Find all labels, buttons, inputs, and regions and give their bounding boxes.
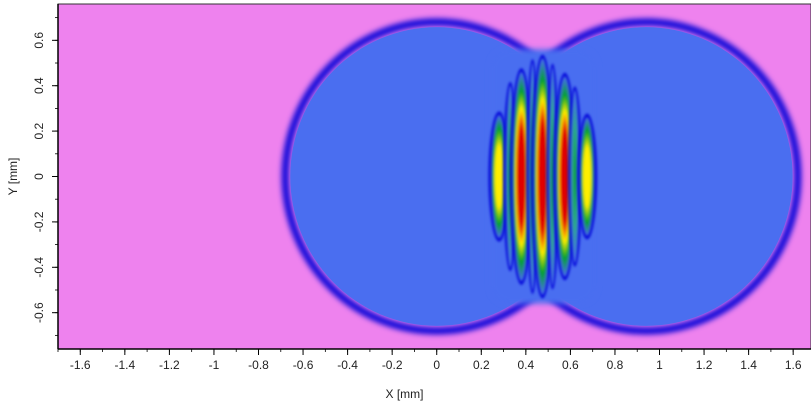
plot-area xyxy=(57,3,811,350)
x-tick-label: -1 xyxy=(209,358,220,372)
x-tick-label: -0.6 xyxy=(293,358,314,372)
y-tick-label: 0.6 xyxy=(32,32,46,49)
fringe-3 xyxy=(512,72,531,281)
y-tick-label: -0.2 xyxy=(32,211,46,232)
y-tick-label: 0.2 xyxy=(32,122,46,139)
x-tick-label: -0.2 xyxy=(382,358,403,372)
x-tick-label: 1.2 xyxy=(696,358,713,372)
y-tick-label: 0.4 xyxy=(32,77,46,94)
fringe-1 xyxy=(491,115,507,238)
y-tick-label: 0 xyxy=(32,173,46,180)
y-axis: 0.6 0.4 0.2 0 -0.2 -0.4 -0.6 xyxy=(32,4,59,349)
x-tick-label: 0 xyxy=(433,358,440,372)
x-tick-label: -0.4 xyxy=(337,358,358,372)
fringe-8 xyxy=(570,90,580,263)
x-tick-label: 0.6 xyxy=(562,358,579,372)
x-tick-label: 1.4 xyxy=(740,358,757,372)
x-tick-label: 1 xyxy=(656,358,663,372)
x-tick-label: 1.6 xyxy=(785,358,802,372)
y-tick-label: -0.4 xyxy=(32,257,46,278)
fringe-9 xyxy=(579,117,595,236)
x-tick-label: -0.8 xyxy=(248,358,269,372)
x-tick-label: -1.6 xyxy=(70,358,91,372)
x-axis-title: X [mm] xyxy=(386,387,424,401)
x-axis: -1.6 -1.4 -1.2 -1 -0.8 -0.6 -0.4 -0.2 0 0.2 0.4 0.6… xyxy=(57,348,811,372)
y-tick-label: -0.6 xyxy=(32,302,46,323)
x-tick-label: 0.8 xyxy=(607,358,624,372)
x-tick-label: 0.4 xyxy=(517,358,534,372)
x-tick-label: 0.2 xyxy=(473,358,490,372)
fringe-6 xyxy=(549,67,557,286)
x-tick-label: -1.4 xyxy=(114,358,135,372)
y-axis-title: Y [mm] xyxy=(6,158,20,196)
x-tick-label: -1.2 xyxy=(159,358,180,372)
